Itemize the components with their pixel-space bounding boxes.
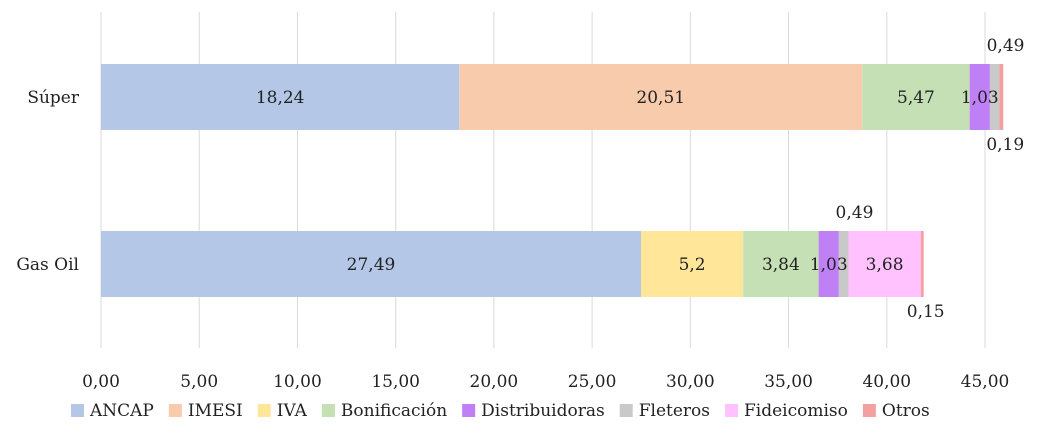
data-label: 1,03 bbox=[961, 88, 999, 108]
x-tick-label: 40,00 bbox=[862, 372, 911, 392]
legend-swatch bbox=[257, 404, 271, 417]
legend-swatch bbox=[168, 404, 182, 417]
data-label: 0,49 bbox=[836, 203, 874, 223]
legend-swatch bbox=[71, 404, 84, 417]
data-label-layer: 18,24 20,51 5,47 1,03 0,49 0,19 27,49 5,2 3,84 1,… bbox=[256, 36, 1025, 322]
legend-label: ANCAP bbox=[89, 401, 154, 421]
bar-segment bbox=[641, 231, 744, 297]
x-tick-label: 30,00 bbox=[666, 372, 715, 392]
bar-segment bbox=[459, 64, 863, 130]
bar-segment bbox=[838, 231, 849, 297]
bar-segment bbox=[101, 231, 642, 297]
legend-label: Fleteros bbox=[639, 401, 710, 421]
data-label: 5,2 bbox=[679, 255, 706, 275]
bar-segment bbox=[969, 64, 990, 130]
bar-layer bbox=[101, 64, 1004, 297]
bar-segment bbox=[999, 64, 1004, 130]
category-axis: Súper Gas Oil bbox=[16, 88, 80, 275]
bar-segment bbox=[862, 64, 970, 130]
x-tick-label: 0,00 bbox=[82, 372, 120, 392]
legend-label: Fideicomiso bbox=[744, 401, 848, 421]
data-label: 1,03 bbox=[810, 255, 848, 275]
bar-segment bbox=[920, 231, 924, 297]
data-label: 3,68 bbox=[866, 255, 904, 275]
x-tick-label: 35,00 bbox=[764, 372, 813, 392]
data-label: 0,49 bbox=[987, 36, 1025, 56]
bar-segment bbox=[743, 231, 819, 297]
x-tick-label: 25,00 bbox=[568, 372, 617, 392]
legend-label: IMESI bbox=[188, 401, 243, 421]
bar-segment bbox=[848, 231, 921, 297]
grid-layer bbox=[100, 12, 986, 348]
x-tick-label: 5,00 bbox=[180, 372, 218, 392]
legend-swatch bbox=[725, 404, 738, 417]
x-tick-label: 45,00 bbox=[961, 372, 1010, 392]
x-tick-label: 15,00 bbox=[371, 372, 420, 392]
x-tick-label: 20,00 bbox=[470, 372, 519, 392]
data-label: 18,24 bbox=[256, 88, 305, 108]
legend-swatch bbox=[862, 404, 876, 417]
data-label: 3,84 bbox=[762, 255, 800, 275]
data-label: 5,47 bbox=[897, 88, 935, 108]
data-label: 0,15 bbox=[907, 302, 945, 322]
bar-segment bbox=[989, 64, 1000, 130]
legend-label: Distribuidoras bbox=[481, 401, 605, 421]
value-axis: 0,00 5,00 10,00 15,00 20,00 25,00 30,00 35,00 40… bbox=[82, 372, 1009, 392]
bar-segment bbox=[101, 64, 460, 130]
legend-swatch bbox=[619, 404, 633, 417]
category-label: Súper bbox=[27, 88, 80, 108]
bar-segment bbox=[818, 231, 839, 297]
legend: ANCAP IMESI IVA Bonificación Distribuidoras F… bbox=[71, 401, 930, 421]
data-label: 0,19 bbox=[986, 135, 1024, 155]
legend-label: Otros bbox=[882, 401, 930, 421]
legend-label: IVA bbox=[277, 401, 308, 421]
category-label: Gas Oil bbox=[16, 255, 79, 275]
data-label: 27,49 bbox=[347, 255, 396, 275]
legend-label: Bonificación bbox=[341, 401, 447, 421]
legend-swatch bbox=[321, 404, 335, 417]
data-label: 20,51 bbox=[636, 88, 685, 108]
legend-swatch bbox=[462, 404, 476, 417]
x-tick-label: 10,00 bbox=[273, 372, 322, 392]
